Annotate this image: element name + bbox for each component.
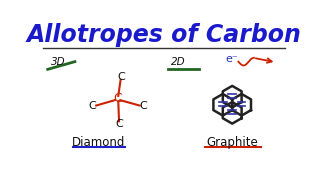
Text: Diamond: Diamond [71, 136, 125, 149]
Text: C: C [113, 92, 122, 105]
Text: 2D: 2D [171, 57, 185, 67]
Text: C: C [117, 72, 125, 82]
Text: Graphite: Graphite [206, 136, 258, 149]
Text: C: C [115, 119, 123, 129]
Text: 3D: 3D [51, 57, 66, 67]
Text: Allotropes of Carbon: Allotropes of Carbon [27, 23, 301, 47]
Text: e⁻: e⁻ [226, 54, 239, 64]
Text: C: C [89, 101, 97, 111]
Text: C: C [139, 101, 147, 111]
